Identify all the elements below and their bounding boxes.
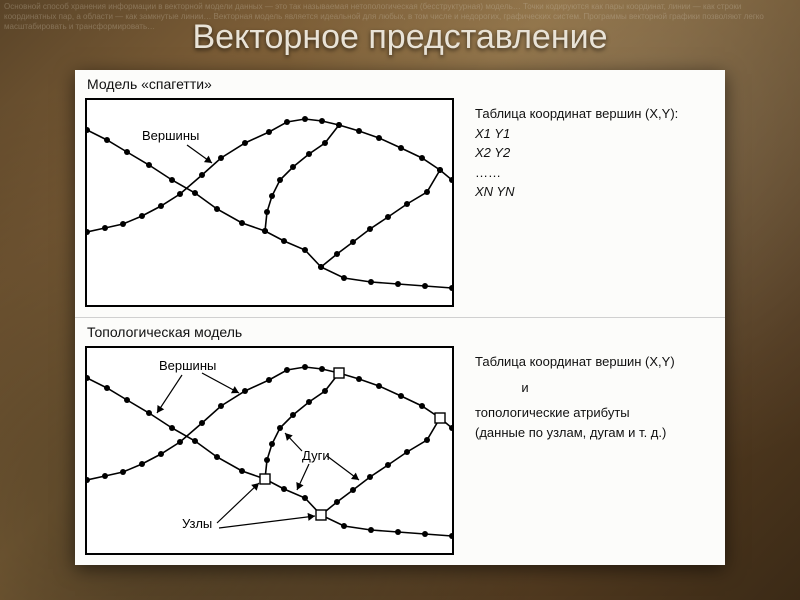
svg-text:Вершины: Вершины [142,128,199,143]
svg-text:Вершины: Вершины [159,358,216,373]
attributes-line: топологические атрибуты [475,404,715,422]
table-row: XN YN [475,183,715,201]
slide-background: Основной способ хранения информации в ве… [0,0,800,600]
table-header: Таблица координат вершин (X,Y): [475,105,715,123]
topological-diagram: Вершины Дуги Узлы [85,346,454,555]
topological-table-text: Таблица координат вершин (X,Y) и тополог… [475,353,715,555]
table-row: …… [475,164,715,182]
conjunction: и [475,379,575,397]
svg-text:Дуги: Дуги [302,448,330,463]
table-row: X1 Y1 [475,125,715,143]
table-row: X2 Y2 [475,144,715,162]
spaghetti-table-text: Таблица координат вершин (X,Y): X1 Y1 X2… [475,105,715,307]
spaghetti-section: Модель «спагетти» Вершины Таблица коорди… [75,70,725,317]
topological-title: Топологическая модель [87,324,242,340]
diagram-panel: Модель «спагетти» Вершины Таблица коорди… [75,70,725,565]
spaghetti-title: Модель «спагетти» [87,76,212,92]
svg-text:Узлы: Узлы [182,516,212,531]
attributes-detail: (данные по узлам, дугам и т. д.) [475,424,715,442]
topological-section: Топологическая модель Вершины Дуги Узлы Та… [75,317,725,565]
table-header: Таблица координат вершин (X,Y) [475,353,715,371]
slide-title: Векторное представление [0,18,800,57]
spaghetti-diagram: Вершины [85,98,454,307]
